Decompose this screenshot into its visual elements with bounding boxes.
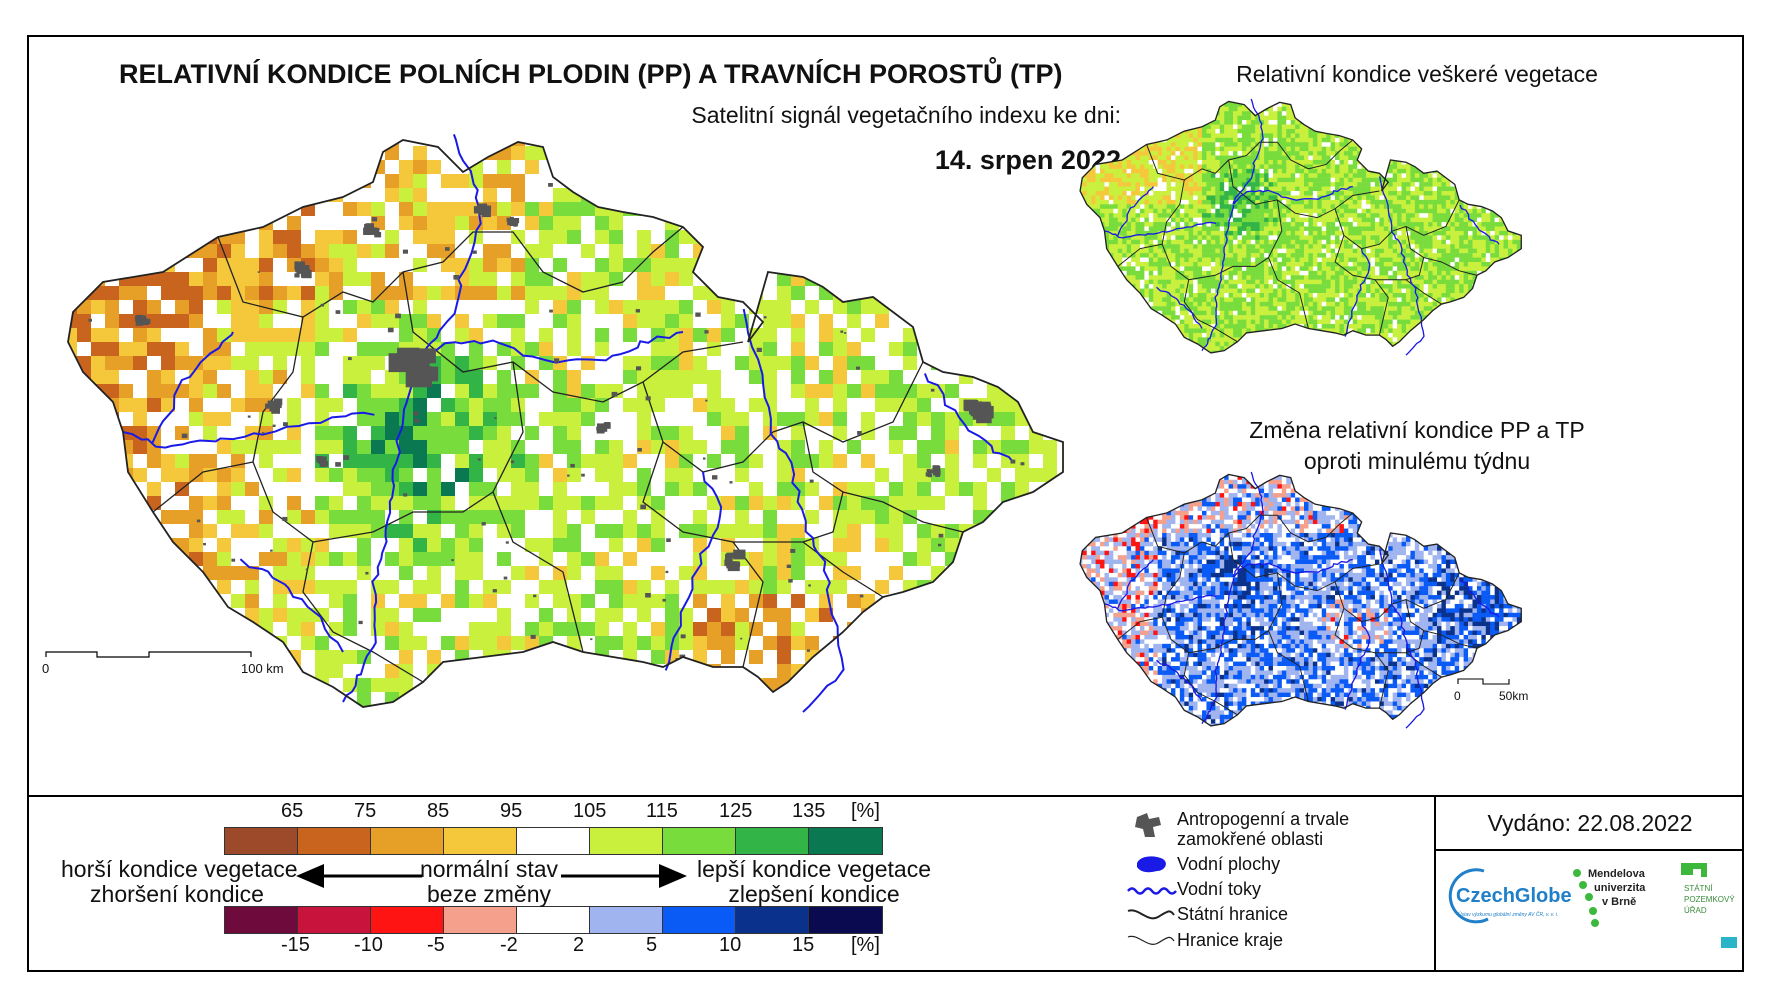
map-area: RELATIVNÍ KONDICE POLNÍCH PLODIN (PP) A … — [29, 37, 1742, 797]
worse-label-line2: zhoršení kondice — [90, 881, 264, 907]
rivers — [122, 134, 1014, 713]
scale-end-label: 100 km — [241, 661, 284, 676]
inset-scale-end: 50km — [1499, 689, 1529, 703]
change-colorbar — [224, 906, 883, 934]
mendelu-line3: v Brně — [1602, 896, 1637, 908]
scale-bar — [45, 651, 252, 658]
left-arrow-icon — [296, 864, 422, 888]
colorbar-swatch — [736, 907, 809, 933]
colorbar-swatch — [809, 828, 882, 854]
page-title: RELATIVNÍ KONDICE POLNÍCH PLODIN (PP) A … — [119, 59, 1063, 89]
colorbar-tick-label: 85 — [427, 800, 450, 822]
inset-change-title-line2: oproti minulému týdnu — [1303, 448, 1531, 474]
colorbar-swatch — [298, 907, 371, 933]
key-urban: Antropogenní a trvale zamokřené oblasti — [1177, 809, 1349, 849]
colorbar-swatch — [225, 907, 298, 933]
urban-area-icon — [1135, 813, 1161, 837]
colorbar-swatch — [444, 907, 517, 933]
key-region-border: Hranice kraje — [1177, 930, 1284, 950]
main-map — [67, 134, 1064, 713]
inset-change-title-line1: Změna relativní kondice PP a TP — [1249, 417, 1585, 443]
spu-logo-icon — [1681, 863, 1737, 948]
scale-start-label: 0 — [42, 661, 50, 676]
key-urban-line2: zamokřené oblasti — [1177, 829, 1324, 849]
colorbar-tick-label: [%] — [851, 934, 880, 956]
colorbar-tick-label: 65 — [281, 800, 304, 822]
colorbar-tick-label: 135 — [792, 800, 826, 822]
czechglobe-logo-icon — [1448, 868, 1489, 924]
state-border-icon — [1127, 909, 1175, 920]
colorbar-tick-label: 95 — [500, 800, 523, 822]
mendelu-logo: Mendelova univerzita v Brně — [1588, 867, 1645, 909]
colorbar-swatch — [663, 828, 736, 854]
inset-change-map — [1079, 471, 1522, 729]
colorbar-tick-label: 2 — [573, 934, 585, 956]
map-frame: RELATIVNÍ KONDICE POLNÍCH PLODIN (PP) A … — [27, 35, 1744, 972]
spu-line3: ÚŘAD — [1684, 906, 1707, 915]
colorbar-swatch — [590, 828, 663, 854]
colorbar-tick-label: 75 — [354, 800, 377, 822]
state-border — [67, 139, 1064, 708]
key-urban-line1: Antropogenní a trvale — [1177, 809, 1350, 829]
colorbar-tick-label: -10 — [354, 934, 383, 956]
colorbar-tick-label: 125 — [719, 800, 753, 822]
river-icon — [1127, 887, 1177, 895]
key-rivers: Vodní toky — [1177, 879, 1262, 899]
colorbar-swatch — [809, 907, 882, 933]
legend-area: 65 75 85 95 105 115 125 135 [%] -15 -10 -5 -2 2 5 10 15… — [29, 797, 1744, 970]
colorbar-tick-label: [%] — [851, 800, 880, 822]
region-borders — [152, 226, 964, 683]
better-label-line1: lepší kondice vegetace — [697, 856, 931, 882]
inset-scale-start: 0 — [1454, 689, 1461, 703]
issued-box: Vydáno: 22.08.2022 CzechGlobe Ústav výzk… — [1434, 797, 1744, 970]
colorbar-tick-label: 10 — [719, 934, 742, 956]
inset-vegetation-map — [1079, 98, 1522, 356]
colorbar-tick-label: 105 — [573, 800, 607, 822]
inset-change-title: Změna relativní kondice PP a TP oproti m… — [1167, 415, 1667, 477]
subtitle: Satelitní signál vegetačního indexu ke d… — [691, 102, 1121, 128]
colorbar-swatch — [517, 828, 590, 854]
mendelu-logo-icon — [1573, 869, 1599, 927]
colorbar-swatch — [590, 907, 663, 933]
normal-label-line1: normální stav — [419, 856, 559, 882]
colorbar-tick-label: 15 — [792, 934, 815, 956]
right-arrow-icon — [561, 864, 687, 888]
colorbar-swatch — [225, 828, 298, 854]
worse-label-line1: horší kondice vegetace — [61, 856, 298, 882]
colorbar-swatch — [736, 828, 809, 854]
colorbar-tick-label: -5 — [427, 934, 445, 956]
better-label-line2: zlepšení kondice — [728, 881, 900, 907]
condition-colorbar — [224, 827, 883, 855]
colorbar-tick-label: -15 — [281, 934, 310, 956]
inset-scale-bar — [1457, 678, 1510, 685]
worse-label: horší kondice vegetace zhoršení kondice — [61, 856, 298, 907]
normal-label: normální stav beze změny — [399, 857, 579, 907]
mendelu-line2: univerzita — [1594, 882, 1646, 894]
colorbar-swatch — [444, 828, 517, 854]
inset-vegetation-title: Relativní kondice veškeré vegetace — [1236, 61, 1598, 87]
spu-line2: POZEMKOVÝ — [1684, 895, 1735, 904]
key-state-border: Státní hranice — [1177, 904, 1289, 924]
mendelu-line1: Mendelova — [1588, 868, 1645, 880]
region-border-icon — [1127, 935, 1175, 945]
better-label: lepší kondice vegetace zlepšení kondice — [694, 857, 934, 907]
colorbar-swatch — [663, 907, 736, 933]
czechglobe-subtitle: Ústav výzkumu globální změny AV ČR, v. v… — [1458, 912, 1559, 918]
colorbar-tick-label: 115 — [646, 800, 678, 822]
issued-date: Vydáno: 22.08.2022 — [1436, 797, 1744, 851]
key-water-bodies: Vodní plochy — [1177, 854, 1281, 874]
colorbar-swatch — [298, 828, 371, 854]
spu-logo: STÁTNÍ POZEMKOVÝ ÚŘAD — [1684, 883, 1735, 916]
spu-line1: STÁTNÍ — [1684, 884, 1713, 893]
colorbar-tick-label: -2 — [500, 934, 518, 956]
colorbar-swatch — [371, 828, 444, 854]
colorbar-swatch — [517, 907, 590, 933]
water-body-icon — [1137, 856, 1166, 873]
colorbar-swatch — [371, 907, 444, 933]
normal-label-line2: beze změny — [426, 881, 551, 907]
czechglobe-logo: CzechGlobe — [1456, 885, 1572, 907]
colorbar-tick-label: 5 — [646, 934, 658, 956]
